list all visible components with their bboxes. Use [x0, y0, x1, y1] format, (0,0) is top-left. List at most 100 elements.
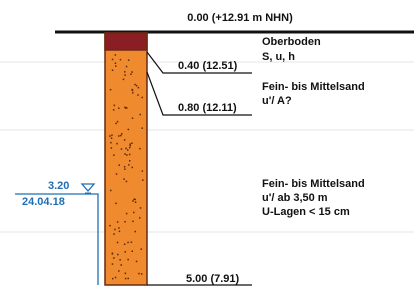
sand-dot — [142, 127, 144, 128]
sand-dot — [133, 199, 135, 201]
sand-dot — [137, 94, 139, 96]
sand-dot — [119, 231, 121, 233]
sand-dot — [109, 225, 111, 227]
sand-dot — [112, 59, 114, 61]
sand-dot — [142, 97, 144, 99]
sand-dot — [142, 179, 144, 181]
sand-dot — [125, 273, 127, 275]
sand-dot — [132, 92, 134, 94]
sand-dot — [115, 63, 117, 65]
sand-dot — [109, 135, 111, 137]
sand-dot — [124, 244, 126, 246]
sand-dot — [110, 142, 112, 144]
sand-dot — [126, 66, 128, 68]
sand-dot — [118, 108, 120, 110]
leader-lines — [147, 52, 252, 285]
sand-dot — [130, 145, 132, 147]
sand-dot — [141, 248, 143, 250]
sand-dot — [120, 135, 122, 137]
sand-dot — [112, 70, 114, 72]
description: Fein- bis Mittelsand — [262, 178, 365, 190]
sand-dot — [129, 160, 131, 162]
sand-dot — [124, 74, 126, 76]
sand-dot — [114, 105, 116, 107]
sand-dot — [124, 71, 126, 73]
borehole-log: 0.00 (+12.91 m NHN) 0.40 (12.51) 0.80 (1… — [0, 0, 414, 288]
sand-dot — [118, 270, 120, 272]
sand-dot — [111, 137, 113, 139]
sand-dot — [138, 273, 140, 275]
sand-dot — [118, 227, 120, 229]
sand-dot — [140, 207, 142, 209]
sand-dot — [113, 109, 115, 111]
sand-dot — [117, 254, 119, 256]
description: Oberboden — [262, 36, 321, 48]
sand-dot — [125, 278, 127, 280]
sand-dot — [121, 133, 123, 135]
sand-dot — [117, 242, 119, 244]
sand-dot — [125, 148, 127, 150]
water-depth: 3.20 — [48, 180, 69, 192]
depth-label: 0.40 (12.51) — [178, 60, 238, 72]
sand-dot — [128, 164, 130, 166]
description: U-Lagen < 15 cm — [262, 206, 350, 218]
sand-dot — [117, 121, 119, 123]
sand-dot — [125, 251, 127, 253]
sand-dot — [138, 87, 140, 89]
sand-dot — [131, 71, 133, 73]
sand-dot — [131, 242, 133, 244]
sand-dot — [113, 154, 115, 156]
sand-dot — [129, 143, 131, 145]
sand-dot — [124, 221, 126, 223]
sand-dot — [121, 264, 123, 266]
depth-label: 0.80 (12.11) — [178, 102, 237, 114]
sand-dot — [124, 166, 126, 168]
sand-dot — [126, 213, 128, 215]
sand-dot — [112, 278, 114, 280]
sand-dot — [110, 89, 112, 91]
sand-dot — [110, 190, 112, 192]
sand-dot — [115, 123, 117, 125]
sand-dot — [136, 85, 138, 87]
sand-dot — [115, 54, 117, 56]
topsoil-layer — [105, 33, 147, 50]
sand-dot — [130, 74, 132, 76]
sand-dot — [120, 59, 122, 61]
sand-dot — [128, 129, 130, 131]
sand-dot — [131, 89, 133, 91]
sand-dot — [124, 139, 126, 141]
sand-dot — [125, 107, 127, 109]
sand-dot — [119, 259, 121, 261]
sand-dot — [113, 257, 115, 259]
sand-dot — [112, 253, 114, 255]
sand-dot — [139, 217, 141, 219]
sand-dot — [141, 273, 143, 275]
sand-dot — [139, 148, 141, 150]
sand-dot — [112, 263, 114, 265]
sand-dot — [111, 134, 113, 136]
description: Fein- bis Mittelsand — [262, 81, 365, 93]
sand-dot — [115, 203, 117, 205]
sand-dot — [115, 65, 117, 67]
sand-dot — [114, 229, 116, 231]
sand-dot — [126, 154, 128, 156]
sand-dot — [129, 154, 131, 156]
sand-dot — [116, 173, 118, 175]
sand-dot — [126, 181, 128, 183]
sand-dot — [129, 147, 131, 149]
sand-dot — [127, 242, 129, 244]
description: S, u, h — [262, 51, 295, 63]
sand-dot — [140, 114, 142, 116]
sand-dot — [119, 164, 121, 166]
sand-dot — [132, 221, 134, 223]
sand-dot — [128, 278, 130, 280]
column — [105, 33, 147, 285]
sand-dot — [133, 212, 135, 214]
sand-dot — [135, 202, 137, 204]
top-label: 0.00 (+12.91 m NHN) — [187, 12, 293, 24]
sand-dot — [118, 135, 120, 137]
sand-dot — [124, 153, 126, 155]
depth-label: 5.00 (7.91) — [186, 273, 240, 285]
description: u'/ ab 3,50 m — [262, 192, 328, 204]
sand-dot — [134, 84, 136, 86]
